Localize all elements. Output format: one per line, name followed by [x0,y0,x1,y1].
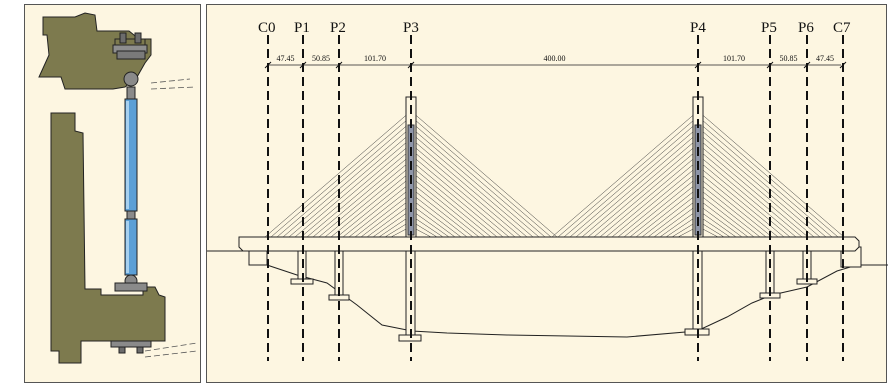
pier-label-p1: P1 [294,20,310,36]
stay-cable [612,166,698,237]
stay-cable [411,122,545,237]
stay-cable [698,199,748,237]
stay-cable [698,172,778,238]
stay-cable [698,155,796,237]
pier-label-c0: C0 [258,20,276,36]
stay-cable [630,183,698,238]
stay-cable [570,128,698,238]
stay-cable [411,111,557,237]
stay-cable [411,166,497,237]
pier-anchorage-icon [51,113,197,363]
stay-cable [654,205,698,238]
span-dimension-label: 47.45 [816,54,834,63]
span-dimensions: 47.45 50.85 101.70 400.00 101.70 50.85 47.45 [265,54,846,68]
stay-cable [600,155,698,237]
stay-cable [648,199,698,237]
stay-cable [698,205,742,238]
deck-anchorage-icon [39,13,195,89]
stay-cable [411,205,455,238]
pier-columns [291,251,817,341]
stay-cable [636,188,698,237]
stay-cable [698,122,832,237]
stay-cable [277,122,411,237]
stay-cable [411,199,461,237]
span-dimension-label: 47.45 [277,54,295,63]
bridge-elevation-drawing: 47.45 50.85 101.70 400.00 101.70 50.85 47.45 C… [207,5,888,384]
anchorage-detail-drawing [25,5,202,384]
stay-cable [349,188,411,237]
stay-cable [564,122,698,237]
bridge-deck [239,237,859,251]
stay-cable [618,172,698,238]
stay-cable [698,188,760,237]
anchorage-detail-panel [24,4,201,383]
stay-cables [265,111,844,237]
stay-cable [367,205,411,238]
stay-cable [411,172,491,238]
stay-cable [343,183,411,238]
stay-cable [331,172,411,238]
stay-cable [313,155,411,237]
stay-cable [411,155,509,237]
span-dimension-label: 400.00 [544,54,566,63]
stay-cable [411,188,473,237]
span-dimension-label: 101.70 [723,54,745,63]
pier-label-p4: P4 [690,20,706,36]
span-dimension-label: 50.85 [312,54,330,63]
pier-label-p6: P6 [798,20,814,36]
pier-labels: C0 P1 P2 P3 P4 P5 P6 C7 [258,20,851,36]
bridge-elevation-panel: 47.45 50.85 101.70 400.00 101.70 50.85 47.45 C… [206,4,887,383]
stay-cable [361,199,411,237]
stay-cable [552,111,698,237]
stay-cable [411,128,539,238]
span-dimension-label: 101.70 [364,54,386,63]
pier-label-c7: C7 [833,20,851,36]
stay-cable [698,183,766,238]
pier-label-p3: P3 [403,20,419,36]
span-dimension-label: 50.85 [780,54,798,63]
cable-hanger-icon [125,87,137,287]
pier-centerlines [268,35,843,361]
stay-cable [698,166,784,237]
stay-cable [325,166,411,237]
pier-label-p5: P5 [761,20,777,36]
pier-column-p5 [766,251,774,293]
stay-cable [411,183,479,238]
pier-label-p2: P2 [330,20,346,36]
ground-profile [207,251,888,337]
